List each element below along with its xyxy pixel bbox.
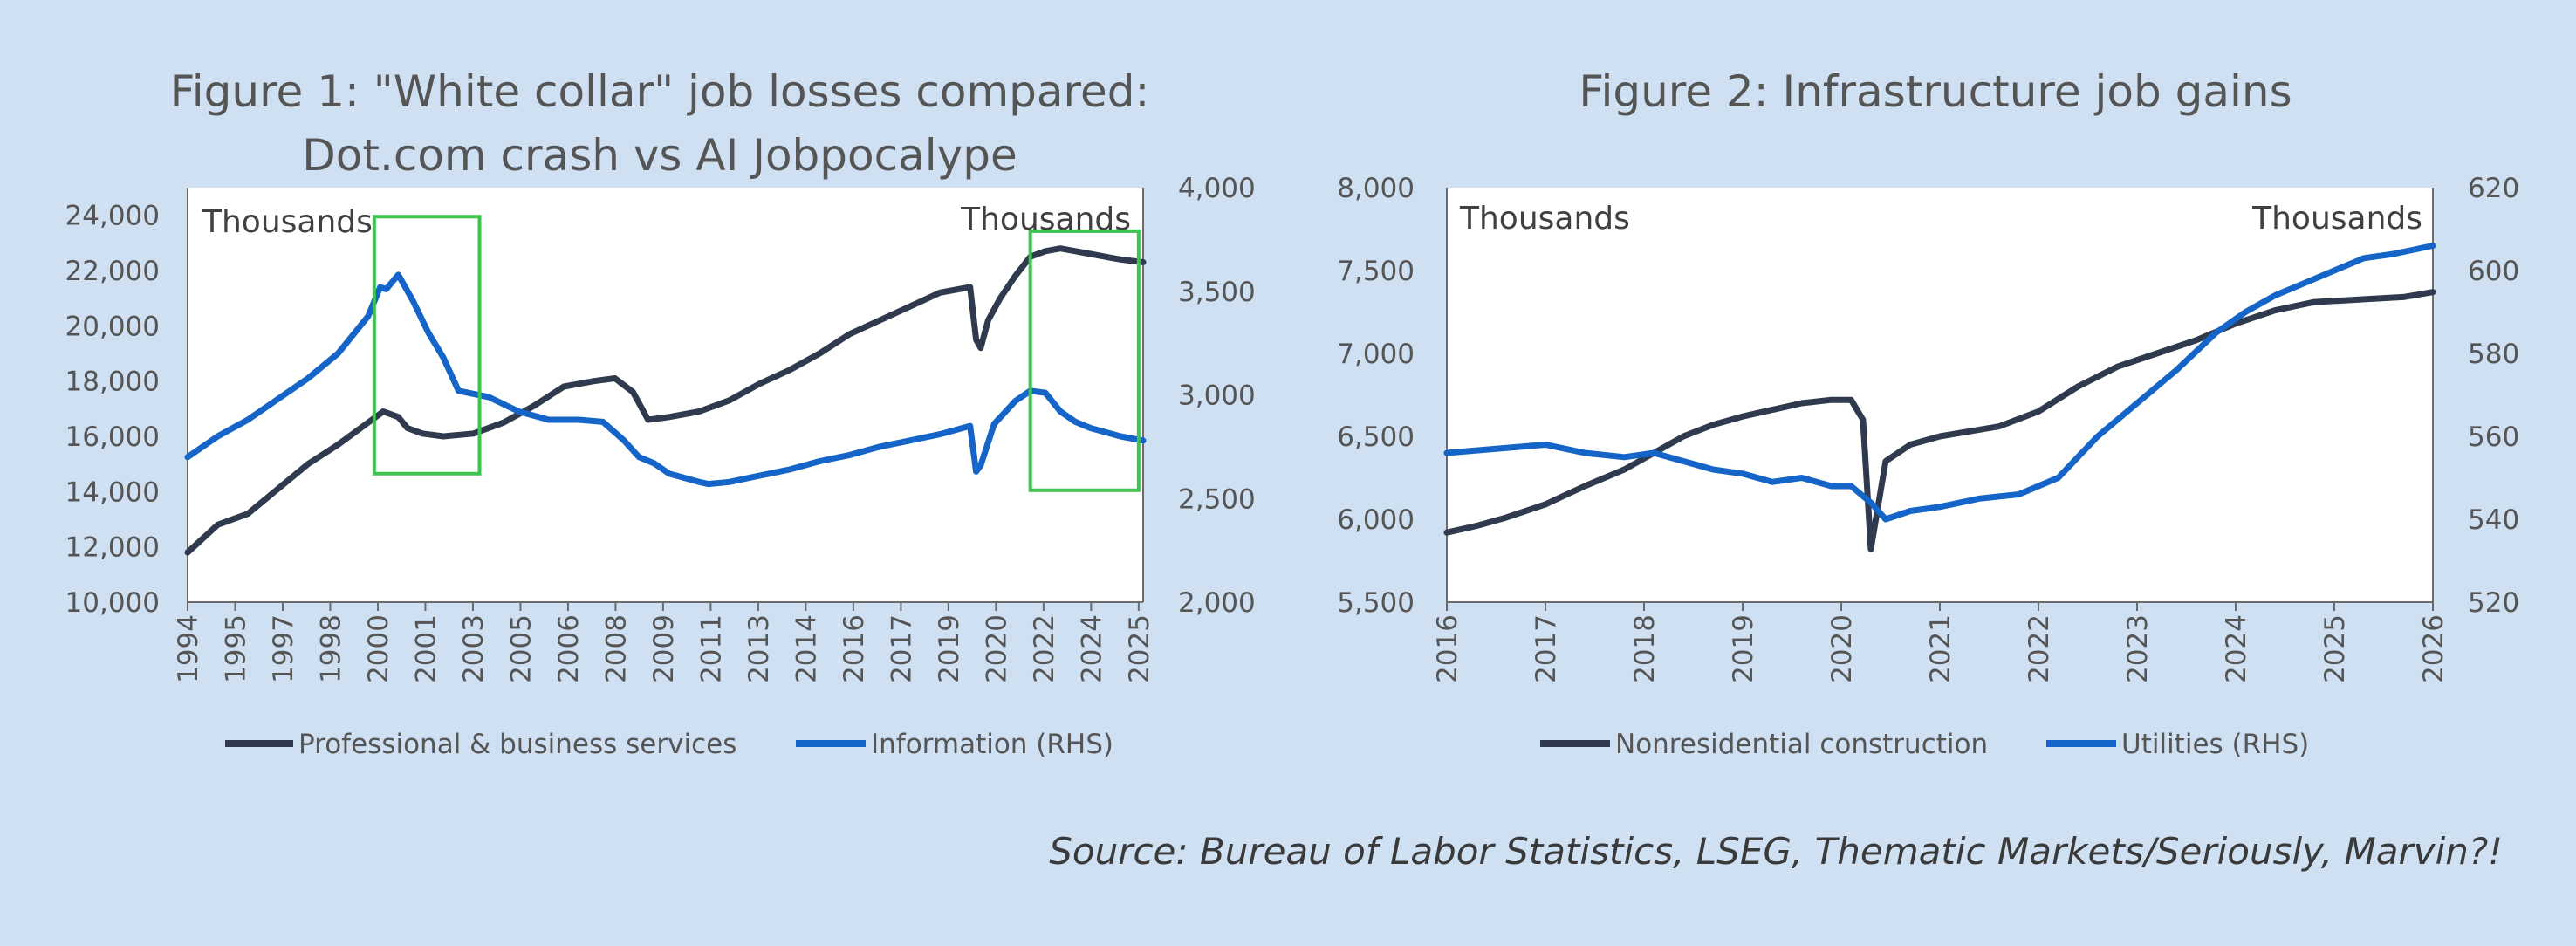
x-tick-label: 2019 [934, 614, 965, 683]
figure-2-plot-area [1447, 188, 2433, 602]
figure-2-units-left: Thousands [1459, 201, 1630, 236]
x-tick-label: 2006 [553, 614, 585, 683]
figure-1: Figure 1: "White collar" job losses comp… [65, 66, 1256, 760]
figure-2: Figure 2: Infrastructure job gains 5,500… [1337, 66, 2519, 760]
x-tick-label: 2025 [1124, 614, 1155, 683]
x-tick-label: 2016 [1432, 614, 1463, 683]
y-right-tick-label: 3,000 [1178, 380, 1256, 412]
y-right-tick-label: 4,000 [1178, 173, 1256, 204]
figure-2-title: Figure 2: Infrastructure job gains [1579, 66, 2292, 117]
y-left-tick-label: 14,000 [65, 476, 160, 508]
x-tick-label: 2000 [363, 614, 394, 683]
series-line-blue [184, 271, 1147, 488]
y-right-tick-label: 3,500 [1178, 277, 1256, 308]
y-right-tick-label: 2,000 [1178, 587, 1256, 619]
x-tick-label: 2026 [2418, 614, 2449, 683]
x-tick-label: 2016 [839, 614, 870, 683]
y-left-tick-label: 5,500 [1337, 587, 1415, 619]
y-left-tick-label: 7,500 [1337, 256, 1415, 287]
figure-2-series [1443, 243, 2436, 552]
figure-2-axes: 5,500 6,000 6,500 7,000 7,500 8,000 520 540 560 5… [1337, 173, 2519, 683]
y-left-tick-label: 10,000 [65, 587, 160, 619]
figure-1-legend: Professional & business services Informa… [225, 729, 1113, 760]
x-tick-label: 2020 [1826, 614, 1858, 683]
figure-1-title-line-2: Dot.com crash vs AI Jobpocalype [302, 130, 1017, 181]
x-tick-label: 2024 [2221, 614, 2252, 683]
figure-1-axes: 10,000 12,000 14,000 16,000 18,000 20,000 22,0… [65, 173, 1256, 683]
figure-1-series [184, 245, 1147, 556]
y-right-tick-label: 620 [2468, 173, 2519, 204]
x-tick-label: 2017 [886, 614, 917, 683]
x-tick-label: 2011 [695, 614, 727, 683]
figure-1-units-right: Thousands [960, 202, 1131, 237]
figure-1-plot-area [188, 188, 1143, 602]
x-tick-label: 2022 [1029, 614, 1060, 683]
source-note: Source: Bureau of Labor Statistics, LSEG… [1049, 830, 2503, 873]
y-right-tick-label: 560 [2468, 422, 2519, 453]
legend-label-utilities: Utilities (RHS) [2121, 729, 2309, 760]
y-right-tick-label: 2,500 [1178, 483, 1256, 515]
series-line-dark [184, 245, 1147, 556]
y-left-tick-label: 8,000 [1337, 173, 1415, 204]
y-left-tick-label: 24,000 [65, 201, 160, 232]
x-tick-label: 2009 [648, 614, 680, 683]
x-tick-label: 1998 [315, 614, 346, 683]
y-left-tick-label: 18,000 [65, 367, 160, 398]
x-tick-label: 2021 [1925, 614, 1956, 683]
y-left-tick-label: 6,500 [1337, 422, 1415, 453]
figure-2-legend: Nonresidential construction Utilities (R… [1540, 729, 2309, 760]
x-tick-label: 2008 [600, 614, 632, 683]
y-left-tick-label: 20,000 [65, 311, 160, 342]
y-right-tick-label: 540 [2468, 504, 2519, 536]
legend-label-professional: Professional & business services [298, 729, 736, 760]
y-left-tick-label: 6,000 [1337, 504, 1415, 536]
x-tick-label: 2017 [1531, 614, 1562, 683]
y-right-tick-label: 520 [2468, 587, 2519, 619]
y-left-tick-label: 12,000 [65, 532, 160, 564]
x-tick-label: 2005 [505, 614, 537, 683]
x-tick-label: 1997 [268, 614, 299, 683]
y-left-tick-label: 7,000 [1337, 339, 1415, 370]
x-tick-label: 2019 [1728, 614, 1759, 683]
figure-2-units-right: Thousands [2251, 201, 2422, 236]
x-tick-label: 2003 [458, 614, 490, 683]
x-tick-label: 2014 [791, 614, 822, 683]
x-tick-label: 1995 [220, 614, 251, 683]
series-line-dark [1443, 289, 2436, 552]
x-tick-label: 2025 [2319, 614, 2351, 683]
x-tick-label: 2013 [743, 614, 775, 683]
x-tick-label: 2024 [1076, 614, 1107, 683]
x-tick-label: 2020 [981, 614, 1012, 683]
y-left-tick-label: 22,000 [65, 256, 160, 287]
highlight-box [1028, 229, 1141, 492]
x-tick-label: 2022 [2024, 614, 2055, 683]
x-tick-label: 2023 [2122, 614, 2154, 683]
x-tick-label: 2001 [410, 614, 442, 683]
legend-label-information: Information (RHS) [871, 729, 1113, 760]
figure-1-highlight-boxes [372, 215, 1141, 492]
y-left-tick-label: 16,000 [65, 422, 160, 453]
highlight-box [372, 215, 482, 476]
figure-1-units-left: Thousands [202, 204, 373, 240]
x-tick-label: 1994 [173, 614, 204, 683]
figure-1-title-line-1: Figure 1: "White collar" job losses comp… [170, 66, 1150, 117]
x-tick-label: 2018 [1629, 614, 1661, 683]
y-right-tick-label: 600 [2468, 256, 2519, 287]
y-right-tick-label: 580 [2468, 339, 2519, 370]
legend-label-nonresidential: Nonresidential construction [1615, 729, 1988, 760]
series-line-blue [1443, 243, 2436, 523]
